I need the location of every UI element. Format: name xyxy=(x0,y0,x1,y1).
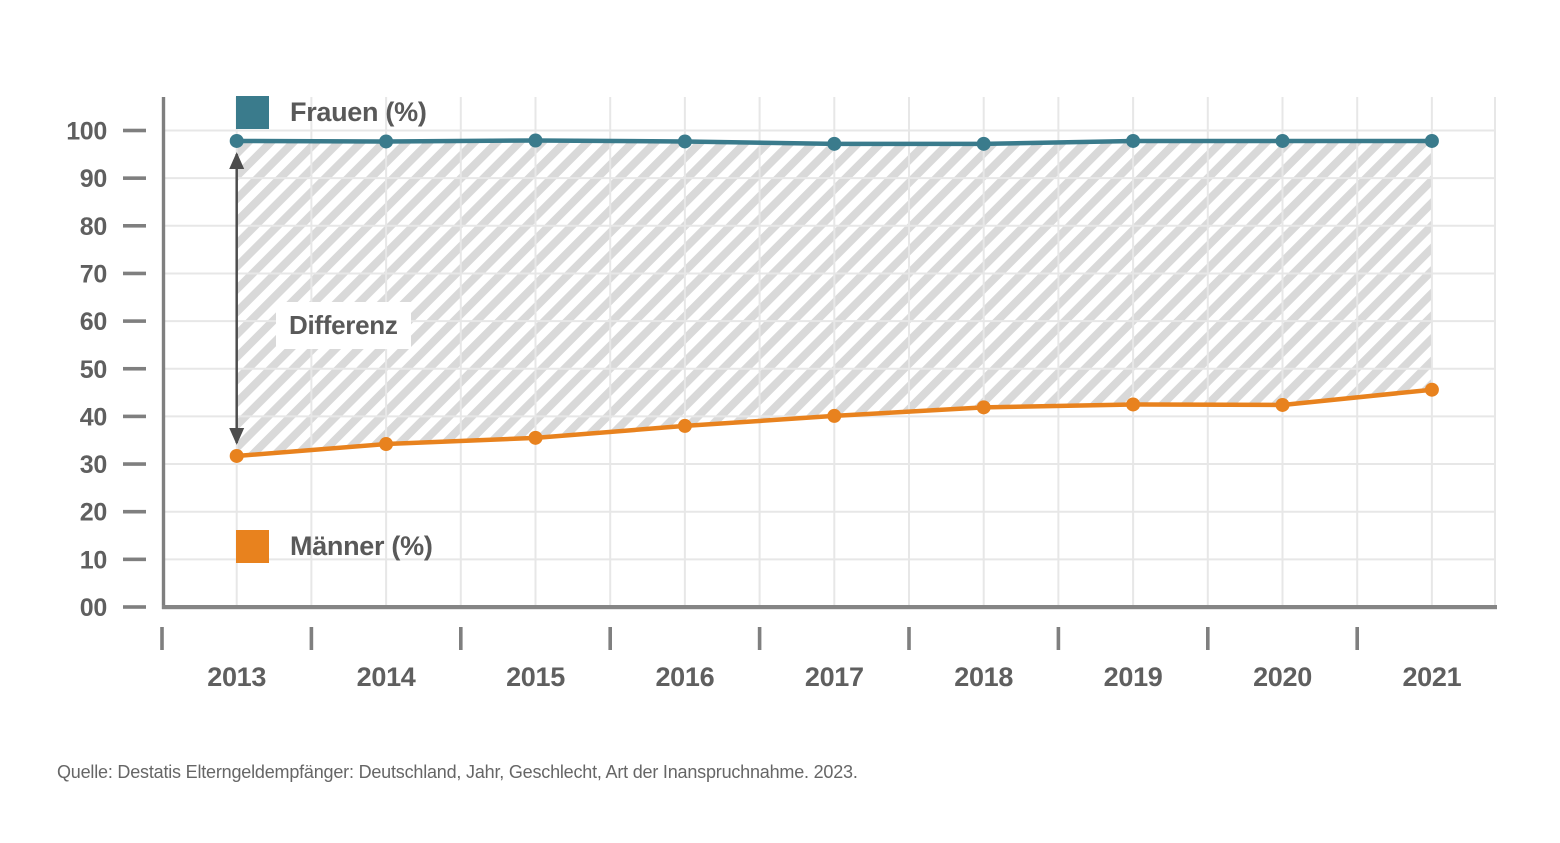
x-axis-label: 2016 xyxy=(655,662,714,692)
y-tick xyxy=(123,605,146,609)
y-axis-label: 30 xyxy=(80,451,107,479)
data-point-frauen-2016 xyxy=(677,134,692,149)
y-tick xyxy=(123,128,146,133)
y-axis-label: 90 xyxy=(80,165,107,193)
y-tick xyxy=(123,224,146,228)
y-tick xyxy=(123,557,146,562)
y-axis-label: 100 xyxy=(66,118,107,146)
data-point-frauen-2021 xyxy=(1424,133,1439,148)
data-point-frauen-2020 xyxy=(1275,133,1290,148)
y-axis-label: 60 xyxy=(80,308,107,336)
data-point-frauen-2018 xyxy=(976,136,991,151)
data-point-maenner-2020 xyxy=(1275,397,1290,412)
x-axis-label: 2015 xyxy=(506,662,565,692)
y-axis-label: 80 xyxy=(80,213,107,241)
legend-frauen: Frauen (%) xyxy=(236,96,427,129)
maenner-swatch-icon xyxy=(236,530,269,563)
x-axis-label: 2017 xyxy=(805,662,864,692)
x-tick xyxy=(907,627,911,650)
y-tick xyxy=(123,462,146,466)
legend-maenner-label: Männer (%) xyxy=(290,531,433,561)
frauen-swatch-icon xyxy=(236,96,269,129)
y-axis-label: 00 xyxy=(80,594,107,622)
data-point-maenner-2013 xyxy=(229,448,244,463)
differenz-annotation: Differenz xyxy=(276,302,411,349)
y-tick xyxy=(123,366,146,371)
data-point-maenner-2016 xyxy=(677,418,692,433)
legend-frauen-label: Frauen (%) xyxy=(290,97,427,127)
y-axis-label: 40 xyxy=(80,403,107,431)
data-point-maenner-2021 xyxy=(1424,382,1439,397)
data-point-frauen-2019 xyxy=(1126,133,1141,148)
legend-maenner: Männer (%) xyxy=(236,530,433,563)
y-tick xyxy=(123,271,146,276)
x-tick xyxy=(309,627,314,650)
x-tick xyxy=(757,627,762,650)
x-axis-label: 2020 xyxy=(1253,662,1312,692)
data-point-maenner-2015 xyxy=(528,430,543,445)
data-point-frauen-2015 xyxy=(528,133,543,148)
x-axis-label: 2021 xyxy=(1402,662,1461,692)
line-chart: 00 10 20 30 40 50 60 70 80 90 100 2013 2014 2015 2016 2… xyxy=(66,97,1497,692)
data-point-frauen-2014 xyxy=(379,134,394,149)
x-axis-label: 2019 xyxy=(1104,662,1163,692)
data-point-maenner-2018 xyxy=(976,400,991,415)
data-point-frauen-2013 xyxy=(229,133,244,148)
data-point-maenner-2017 xyxy=(827,408,842,423)
x-axis-label: 2014 xyxy=(357,662,416,692)
y-axis-label: 50 xyxy=(80,356,107,384)
x-tick xyxy=(1355,627,1359,650)
data-point-maenner-2014 xyxy=(379,437,394,452)
x-tick xyxy=(459,627,463,650)
y-axis-label: 20 xyxy=(80,499,107,527)
data-point-maenner-2019 xyxy=(1126,397,1141,412)
y-tick xyxy=(123,414,146,419)
x-tick xyxy=(1056,627,1061,650)
y-axis-line xyxy=(161,97,166,609)
y-tick xyxy=(123,176,146,180)
x-axis-line xyxy=(162,605,1497,610)
y-tick xyxy=(123,509,146,514)
y-axis-label: 70 xyxy=(80,260,107,288)
x-tick xyxy=(160,627,164,650)
data-point-frauen-2017 xyxy=(827,136,842,151)
y-tick xyxy=(123,319,146,323)
x-tick xyxy=(1206,627,1210,650)
x-axis-label: 2013 xyxy=(207,662,266,692)
x-tick xyxy=(608,627,612,650)
source-note: Quelle: Destatis Elterngeldempfänger: De… xyxy=(57,762,858,782)
y-axis-label: 10 xyxy=(80,546,107,574)
x-axis-label: 2018 xyxy=(954,662,1013,692)
